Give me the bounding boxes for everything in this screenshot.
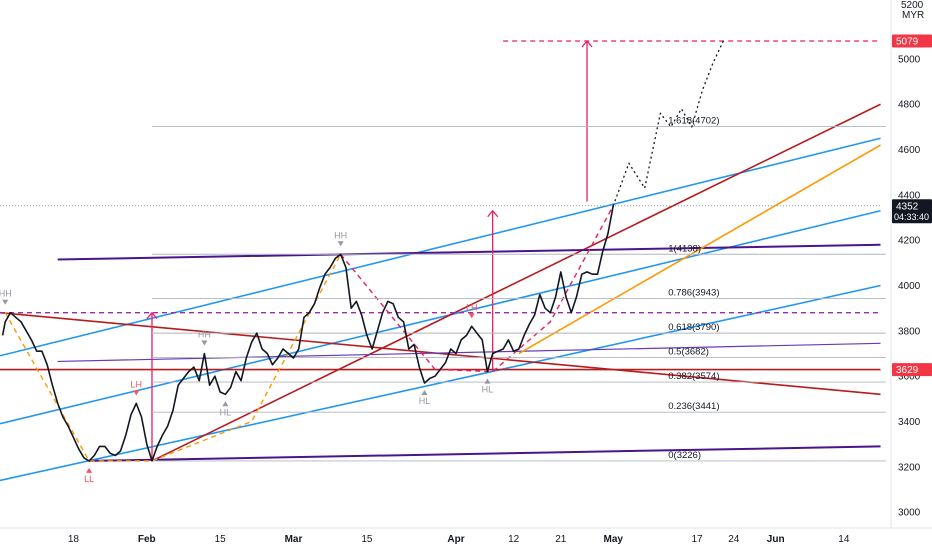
x-tick-label: 15 — [215, 534, 227, 545]
x-tick-label: 15 — [361, 534, 373, 545]
time-axis-bg[interactable] — [0, 528, 932, 550]
y-top-label: 5200 — [901, 0, 924, 11]
pivot-marker — [201, 340, 208, 346]
pivot-label: HH — [198, 330, 211, 340]
pivot-label: HH — [0, 289, 12, 299]
fib-level-label: 0.618(3790) — [668, 322, 719, 333]
last-price-badge-bg — [892, 199, 932, 224]
pivot-marker — [421, 389, 428, 395]
pivot-marker — [133, 390, 140, 396]
x-tick-label: 14 — [838, 534, 850, 545]
projection-path — [612, 40, 724, 207]
fibonacci-layer: 1.618(4702)1(4138)0.786(3943)0.618(3790)… — [151, 115, 886, 462]
x-tick-label: 17 — [692, 534, 704, 545]
fib-level-label: 0(3226) — [668, 450, 701, 461]
pivot-label: LL — [84, 474, 94, 484]
measure-arrow-1-head — [146, 311, 158, 320]
pivot-marker — [2, 299, 9, 305]
y-tick-label: 4400 — [898, 190, 921, 201]
x-tick-label: May — [603, 534, 623, 545]
x-tick-label: 12 — [508, 534, 520, 545]
blue-channel-upper — [0, 137, 881, 357]
y-tick-label: 3400 — [898, 417, 921, 428]
pivot-label: HH — [334, 230, 347, 240]
last-price-badge-text: 4352 — [896, 201, 919, 212]
price-axis-bg[interactable] — [891, 0, 932, 528]
fib-level-label: 0.786(3943) — [668, 287, 719, 298]
target-price-badge-bg — [892, 34, 932, 48]
target-price-badge-text: 5079 — [896, 37, 919, 48]
x-tick-label: 24 — [728, 534, 740, 545]
price-layer — [1, 40, 724, 462]
purple-resistance-line — [57, 243, 881, 261]
currency-label: MYR — [902, 10, 924, 21]
y-tick-label: 3600 — [898, 372, 921, 383]
x-tick-label: Apr — [447, 534, 464, 545]
price-line — [1, 205, 614, 462]
measure-arrow-2-head — [487, 209, 499, 218]
x-tick-label: 21 — [555, 534, 567, 545]
last-price-badge-countdown: 04:33:40 — [894, 212, 929, 222]
blue-channel-middle — [0, 209, 881, 425]
orange-trend-line — [518, 144, 881, 355]
y-tick-label: 4800 — [898, 100, 921, 111]
measure-arrow-3-head — [581, 40, 593, 48]
y-tick-label: 3000 — [898, 508, 921, 519]
pivot-label: LH — [466, 302, 478, 312]
pivot-label: HL — [220, 407, 232, 417]
pivot-label: LH — [131, 379, 143, 389]
x-tick-label: Jun — [767, 534, 785, 545]
x-tick-label: Feb — [138, 534, 156, 545]
fib-level-label: 0.236(3441) — [668, 401, 719, 412]
y-tick-label: 3200 — [898, 462, 921, 473]
fib-level-label: 0.382(3574) — [668, 371, 719, 382]
y-tick-label: 5000 — [898, 54, 921, 65]
fib-level-label: 1(4138) — [668, 243, 701, 254]
pivot-layer: HH LL LH HH HL HH HL LH HL — [0, 230, 493, 484]
blue-channel-lower — [0, 284, 881, 482]
fib-level-label: 0.5(3682) — [668, 347, 709, 358]
pivot-label: HL — [482, 385, 494, 395]
pivot-marker — [337, 241, 344, 247]
pivot-marker — [86, 467, 93, 473]
pivot-marker — [468, 313, 475, 319]
x-tick-label: 18 — [68, 534, 80, 545]
y-tick-label: 3800 — [898, 326, 921, 337]
y-tick-label: 4000 — [898, 281, 921, 292]
pivot-marker — [484, 378, 491, 384]
y-tick-label: 4200 — [898, 236, 921, 247]
purple-base-line — [89, 445, 881, 462]
support-price-badge-text: 3629 — [896, 365, 919, 376]
x-tick-label: Mar — [285, 534, 303, 545]
pink-swing-path — [340, 205, 614, 373]
support-price-badge-bg — [892, 363, 932, 377]
y-tick-label: 4600 — [898, 145, 921, 156]
pivot-label: HL — [419, 396, 431, 406]
drawing-layer — [0, 40, 881, 482]
pivot-marker — [222, 401, 229, 407]
red-uptrend-line — [151, 103, 881, 462]
violet-thin-line — [57, 342, 881, 363]
